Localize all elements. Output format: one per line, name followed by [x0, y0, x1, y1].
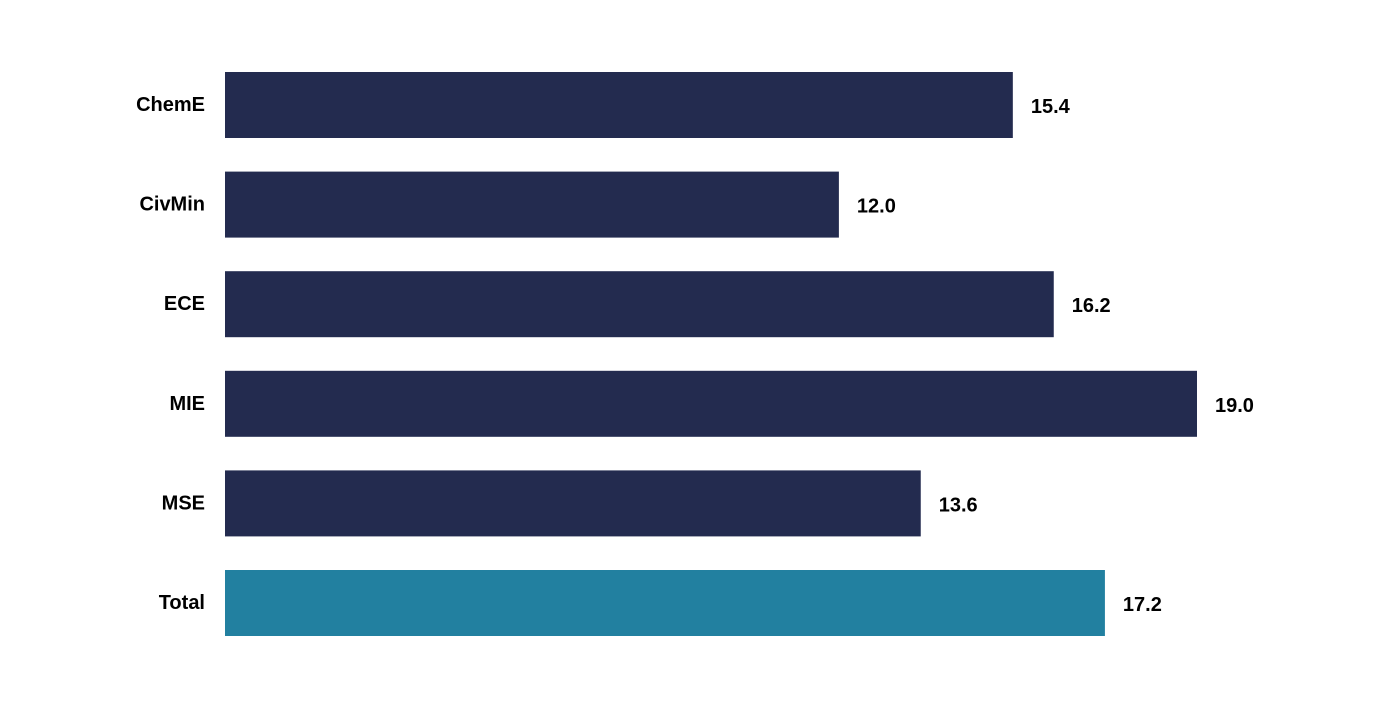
bar-mse	[225, 470, 921, 537]
value-labels-group: 15.4 12.0 16.2 19.0 13.6 17.2	[857, 96, 1254, 616]
bar-civmin	[225, 171, 839, 238]
bars-group	[225, 72, 1197, 636]
value-label-civmin: 12.0	[857, 196, 896, 218]
category-labels-group: ChemE CivMin ECE MIE MSE Total	[136, 94, 205, 614]
bar-ece	[225, 271, 1054, 338]
category-label-total: Total	[159, 592, 205, 614]
value-label-ece: 16.2	[1072, 295, 1111, 317]
value-label-cheme: 15.4	[1031, 96, 1071, 118]
category-label-mse: MSE	[162, 492, 205, 514]
bar-mie	[225, 370, 1197, 437]
category-label-civmin: CivMin	[139, 194, 205, 216]
category-label-cheme: ChemE	[136, 94, 205, 116]
category-label-mie: MIE	[169, 393, 205, 415]
category-label-ece: ECE	[164, 293, 205, 315]
value-label-mse: 13.6	[939, 494, 978, 516]
value-label-total: 17.2	[1123, 594, 1162, 616]
bar-cheme	[225, 72, 1013, 138]
bar-total	[225, 570, 1105, 636]
value-label-mie: 19.0	[1215, 395, 1254, 417]
